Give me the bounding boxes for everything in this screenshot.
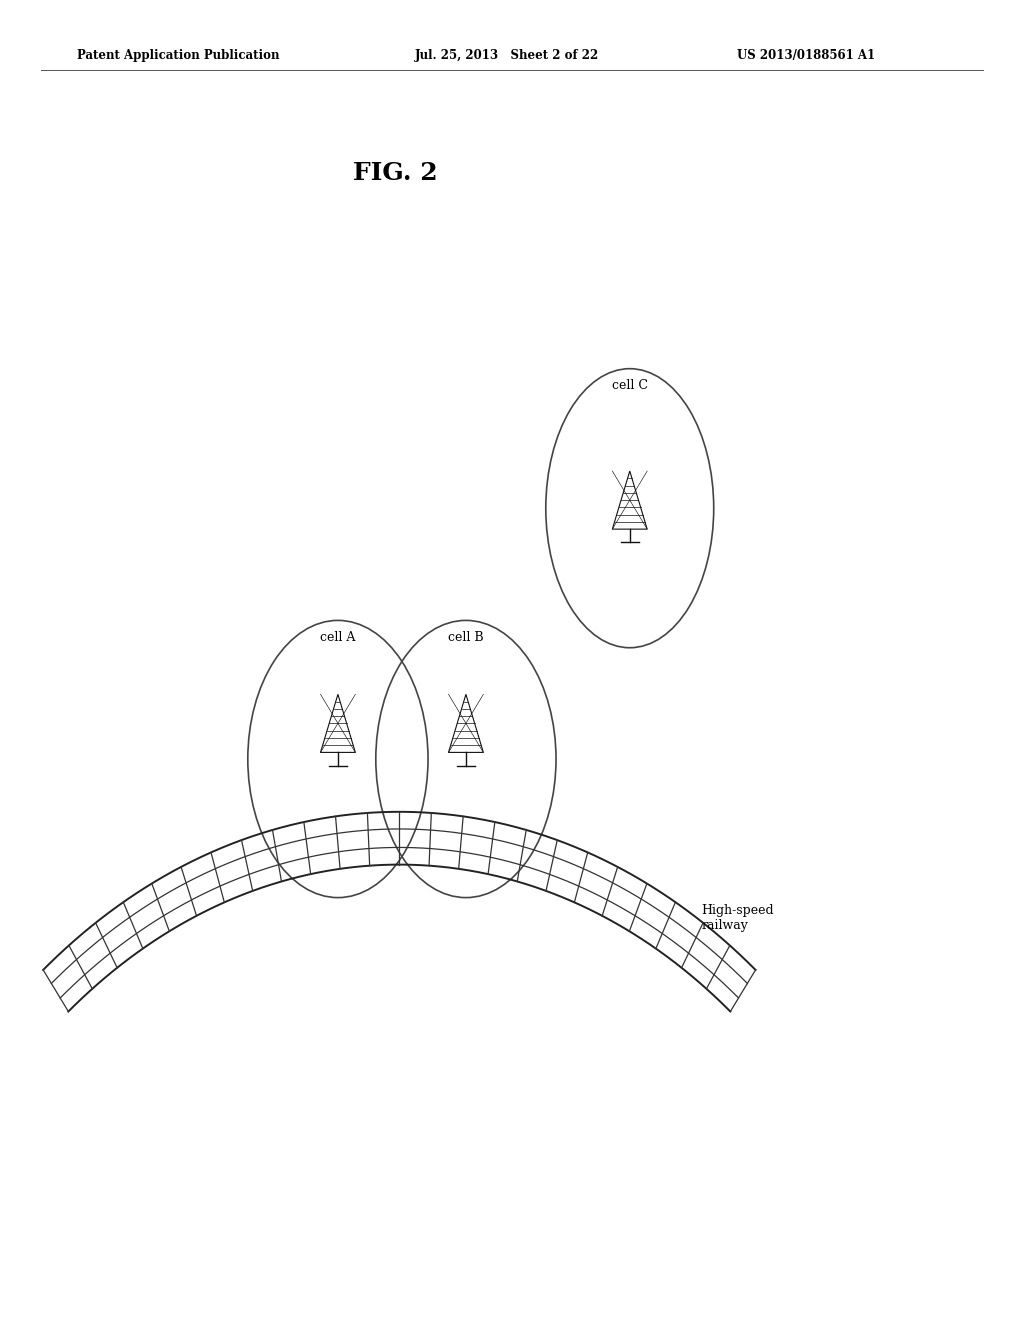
Text: Patent Application Publication: Patent Application Publication [77,49,280,62]
Text: cell B: cell B [449,631,483,644]
Text: cell A: cell A [321,631,355,644]
Text: US 2013/0188561 A1: US 2013/0188561 A1 [737,49,876,62]
Text: cell C: cell C [611,379,648,392]
Text: FIG. 2: FIG. 2 [353,161,438,185]
Text: Jul. 25, 2013   Sheet 2 of 22: Jul. 25, 2013 Sheet 2 of 22 [415,49,599,62]
Text: High-speed
railway: High-speed railway [701,904,774,932]
